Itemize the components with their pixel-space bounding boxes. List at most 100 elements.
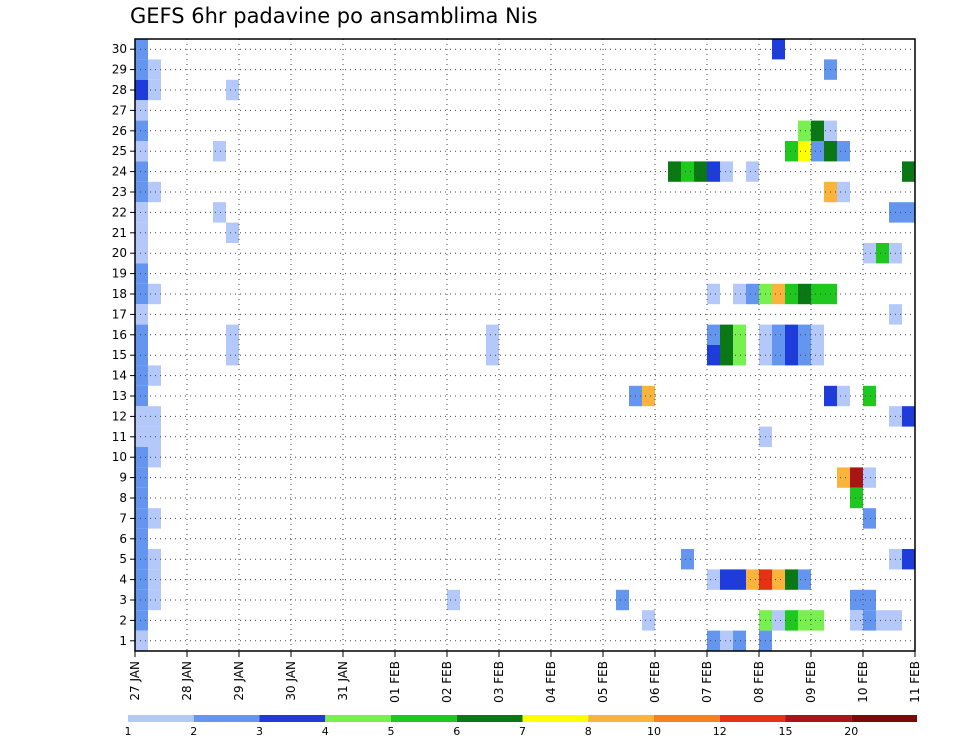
heatmap-cell bbox=[486, 345, 499, 366]
legend-label: 4 bbox=[322, 725, 329, 738]
heatmap-cell bbox=[733, 345, 746, 366]
legend-label: 1 bbox=[125, 725, 132, 738]
heatmap-cell bbox=[863, 243, 876, 264]
legend-label: 3 bbox=[256, 725, 263, 738]
heatmap-cell bbox=[135, 467, 148, 488]
heatmap-cell bbox=[226, 222, 239, 243]
legend-label: 10 bbox=[647, 725, 661, 738]
heatmap-cell bbox=[720, 345, 733, 366]
legend-swatch bbox=[588, 715, 654, 722]
heatmap-cell bbox=[902, 161, 915, 182]
y-tick-label: 21 bbox=[112, 226, 127, 240]
heatmap-cell bbox=[785, 569, 798, 590]
heatmap-cell bbox=[135, 243, 148, 264]
heatmap-cell bbox=[642, 610, 655, 631]
y-tick-label: 15 bbox=[112, 348, 127, 362]
x-tick-label: 05 FEB bbox=[596, 661, 610, 703]
heatmap-cell bbox=[447, 589, 460, 611]
x-tick-label: 11 FEB bbox=[908, 661, 922, 703]
heatmap-cell bbox=[135, 79, 148, 101]
heatmap-cell bbox=[135, 39, 148, 60]
legend-swatch bbox=[522, 715, 589, 722]
heatmap-cell bbox=[135, 161, 148, 182]
heatmap-cell bbox=[213, 202, 226, 223]
y-tick-label: 11 bbox=[112, 430, 127, 444]
heatmap-cell bbox=[135, 100, 148, 121]
legend-swatch bbox=[259, 715, 326, 722]
x-tick-label: 30 JAN bbox=[284, 661, 298, 701]
heatmap-cell bbox=[863, 589, 876, 611]
y-tick-label: 17 bbox=[112, 307, 127, 321]
heatmap-cell bbox=[226, 324, 239, 345]
heatmap-cell bbox=[135, 120, 148, 141]
legend-swatch bbox=[851, 715, 917, 722]
heatmap-cell bbox=[902, 202, 915, 223]
y-tick-label: 28 bbox=[112, 83, 127, 97]
y-tick-label: 10 bbox=[112, 450, 127, 464]
heatmap-cell bbox=[720, 161, 733, 182]
x-tick-label: 02 FEB bbox=[440, 661, 454, 703]
heatmap-cell bbox=[135, 406, 148, 427]
heatmap-cell bbox=[876, 610, 889, 631]
heatmap-cell bbox=[135, 549, 148, 570]
heatmap-cell bbox=[135, 345, 148, 366]
chart-title: GEFS 6hr padavine po ansamblima Nis bbox=[130, 4, 538, 28]
heatmap-cell bbox=[798, 345, 811, 366]
legend-label: 8 bbox=[585, 725, 592, 738]
heatmap-cell bbox=[811, 120, 824, 141]
heatmap-cell bbox=[707, 161, 720, 182]
legend-label: 12 bbox=[713, 725, 727, 738]
heatmap-cell bbox=[850, 487, 863, 509]
heatmap-cell bbox=[720, 569, 733, 590]
y-tick-label: 13 bbox=[112, 389, 127, 403]
heatmap-cell bbox=[148, 447, 161, 468]
y-tick-label: 26 bbox=[112, 124, 127, 138]
heatmap-cell bbox=[148, 508, 161, 529]
heatmap-cell bbox=[226, 345, 239, 366]
y-tick-label: 12 bbox=[112, 409, 127, 423]
y-tick-label: 24 bbox=[112, 165, 127, 179]
y-tick-label: 16 bbox=[112, 328, 127, 342]
heatmap-cell bbox=[213, 141, 226, 162]
heatmap-cell bbox=[148, 426, 161, 447]
heatmap-cell bbox=[135, 181, 148, 203]
x-tick-label: 08 FEB bbox=[752, 661, 766, 703]
heatmap-cell bbox=[642, 385, 655, 407]
legend-swatch bbox=[785, 715, 852, 722]
heatmap-cell bbox=[135, 59, 148, 80]
heatmap-cell bbox=[772, 610, 785, 631]
heatmap-cell bbox=[798, 610, 811, 631]
legend-label: 7 bbox=[519, 725, 526, 738]
plot-frame bbox=[134, 38, 916, 652]
heatmap-cell bbox=[720, 324, 733, 345]
heatmap-cell bbox=[876, 243, 889, 264]
x-tick-label: 29 JAN bbox=[232, 661, 246, 701]
heatmap-cell bbox=[798, 324, 811, 345]
heatmap-cell bbox=[798, 120, 811, 141]
legend-swatch bbox=[193, 715, 260, 722]
heatmap-cell bbox=[811, 141, 824, 162]
y-tick-label: 27 bbox=[112, 103, 127, 117]
heatmap-cell bbox=[135, 426, 148, 447]
heatmap-cell bbox=[135, 304, 148, 325]
legend-swatch bbox=[719, 715, 786, 722]
heatmap-cell bbox=[707, 630, 720, 651]
heatmap-cell bbox=[148, 59, 161, 80]
heatmap-cell bbox=[811, 345, 824, 366]
heatmap-cell bbox=[837, 467, 850, 488]
heatmap-cell bbox=[135, 365, 148, 386]
heatmap-cell bbox=[798, 283, 811, 305]
heatmap-cell bbox=[135, 263, 148, 284]
y-tick-label: 2 bbox=[119, 613, 127, 627]
heatmap-cell bbox=[681, 549, 694, 570]
heatmap-cell bbox=[746, 283, 759, 305]
heatmap-cell bbox=[135, 447, 148, 468]
heatmap-cell bbox=[837, 385, 850, 407]
heatmap-cell bbox=[148, 365, 161, 386]
legend-label: 20 bbox=[844, 725, 858, 738]
heatmap-cell bbox=[837, 141, 850, 162]
y-tick-label: 23 bbox=[112, 185, 127, 199]
heatmap-cell bbox=[772, 324, 785, 345]
heatmap-cell bbox=[733, 630, 746, 651]
x-tick-label: 10 FEB bbox=[856, 661, 870, 703]
